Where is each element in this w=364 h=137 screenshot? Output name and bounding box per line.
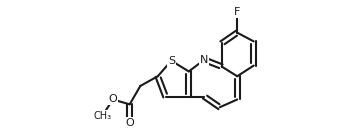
Text: F: F xyxy=(234,7,240,17)
Text: S: S xyxy=(168,56,175,66)
Text: O: O xyxy=(125,118,134,128)
Text: CH₃: CH₃ xyxy=(93,111,111,121)
Text: N: N xyxy=(200,55,209,65)
Text: O: O xyxy=(108,95,117,105)
